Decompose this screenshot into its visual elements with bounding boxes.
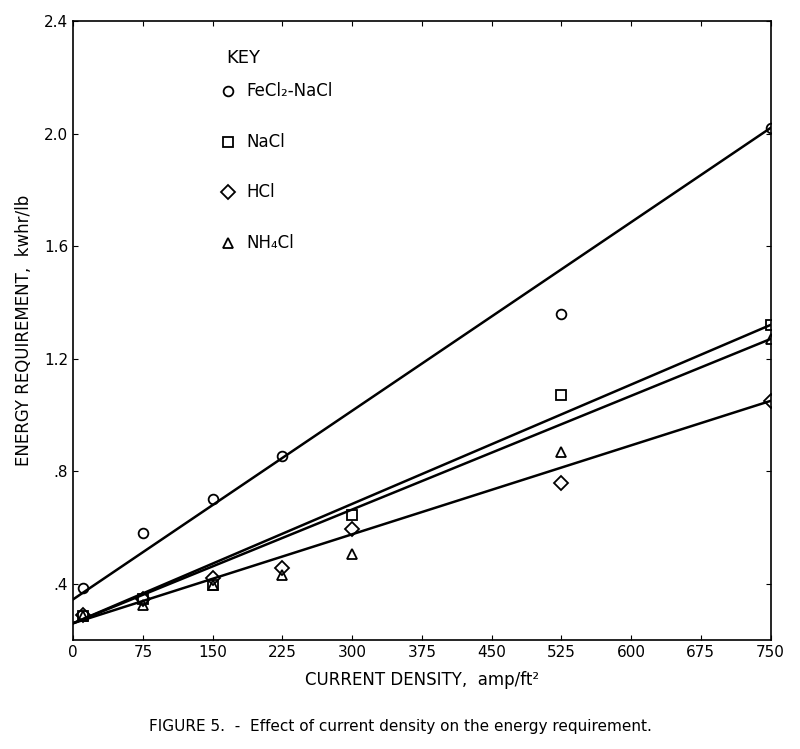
Text: FIGURE 5.  -  Effect of current density on the energy requirement.: FIGURE 5. - Effect of current density on…: [149, 719, 651, 734]
Text: KEY: KEY: [226, 49, 261, 67]
Text: NH₄Cl: NH₄Cl: [246, 234, 294, 252]
Y-axis label: ENERGY REQUIREMENT,  kwhr/lb: ENERGY REQUIREMENT, kwhr/lb: [15, 195, 33, 466]
X-axis label: CURRENT DENSITY,  amp/ft²: CURRENT DENSITY, amp/ft²: [305, 671, 539, 689]
Text: HCl: HCl: [246, 184, 274, 201]
Text: FeCl₂-NaCl: FeCl₂-NaCl: [246, 82, 333, 100]
Text: NaCl: NaCl: [246, 133, 285, 151]
